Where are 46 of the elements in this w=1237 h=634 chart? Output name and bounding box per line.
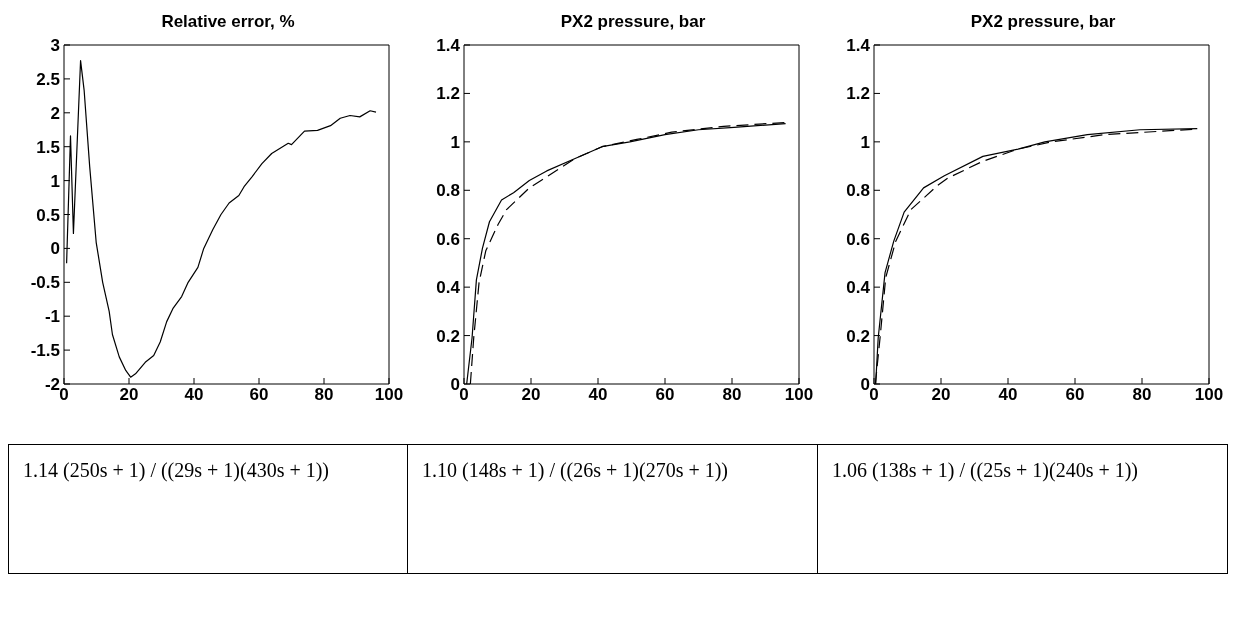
chart-title: Relative error, %: [160, 11, 296, 33]
y-tick-label: 0.8: [846, 181, 870, 201]
y-tick-label: 0: [50, 239, 60, 259]
x-tick-label: 80: [314, 385, 334, 405]
y-tick-label: 0.4: [846, 278, 871, 298]
y-tick-label: 1: [50, 171, 60, 191]
y-tick-label: -2: [44, 375, 60, 395]
x-tick-label: 40: [998, 385, 1018, 405]
y-tick-label: 0.8: [436, 181, 460, 201]
y-tick-label: 0.2: [846, 326, 870, 346]
x-tick-label: 20: [931, 385, 951, 405]
y-tick-label: 1.4: [436, 36, 461, 56]
y-tick-label: 2.5: [36, 69, 60, 89]
y-tick-label: 1.5: [36, 137, 60, 157]
y-tick-label: 0.6: [846, 229, 870, 249]
x-tick-label: 20: [119, 385, 139, 405]
text: 1.06 (138s + 1) / ((25s + 1)(240s + 1)): [832, 459, 1140, 482]
chart-title: PX2 pressure, bar: [969, 11, 1117, 33]
y-tick-label: -1.5: [30, 341, 60, 361]
y-tick-label: 1.4: [846, 36, 871, 56]
y-tick-label: 3: [50, 36, 60, 56]
y-tick-label: 1: [450, 132, 460, 152]
x-tick-label: 40: [184, 385, 204, 405]
x-tick-label: 80: [1132, 385, 1152, 405]
text: 1.10 (148s + 1) / ((26s + 1)(270s + 1)): [422, 459, 730, 482]
y-tick-label: 0.5: [36, 205, 60, 225]
y-tick-label: 0.6: [436, 229, 460, 249]
x-tick-label: 60: [249, 385, 269, 405]
y-tick-label: -0.5: [30, 273, 60, 293]
x-tick-label: 20: [521, 385, 541, 405]
x-tick-label: 80: [722, 385, 742, 405]
y-tick-label: 0.2: [436, 326, 460, 346]
chart-title: PX2 pressure, bar: [559, 11, 707, 33]
y-tick-label: 1.2: [846, 84, 870, 104]
x-tick-label: 100: [1194, 385, 1224, 405]
x-tick-label: 60: [1065, 385, 1085, 405]
x-tick-label: 40: [588, 385, 608, 405]
x-tick-label: 100: [784, 385, 814, 405]
y-tick-label: 0.4: [436, 278, 461, 298]
text: 1.14 (250s + 1) / ((29s + 1)(430s + 1)): [23, 459, 331, 482]
y-tick-label: 1: [860, 132, 870, 152]
y-tick-label: 2: [50, 103, 60, 123]
y-tick-label: -1: [44, 307, 60, 327]
y-tick-label: 1.2: [436, 84, 460, 104]
x-tick-label: 60: [655, 385, 675, 405]
x-tick-label: 100: [374, 385, 404, 405]
